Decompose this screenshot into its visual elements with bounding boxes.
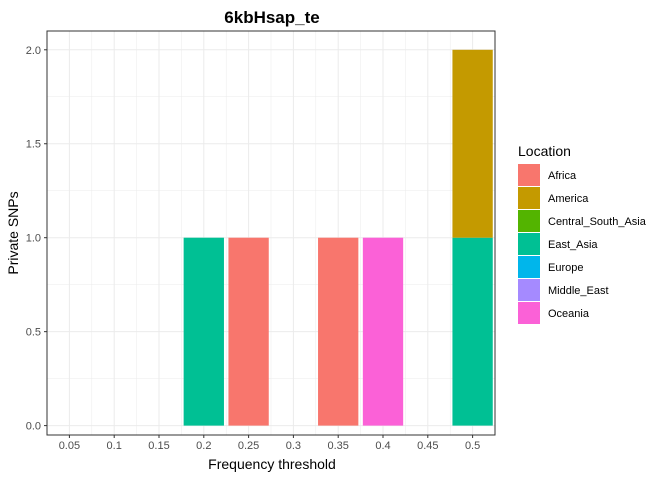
bar-africa-0.25 — [228, 237, 269, 426]
legend-label: Africa — [548, 170, 577, 182]
x-tick-label: 0.15 — [148, 440, 169, 452]
y-axis: 0.0 0.5 1.0 1.5 2.0 — [26, 45, 47, 433]
x-tick-label: 0.05 — [59, 440, 80, 452]
plot-border — [46, 30, 496, 436]
bar-east-asia-0.5 — [452, 237, 493, 426]
legend-label: Oceania — [548, 308, 590, 320]
y-tick-label: 1.0 — [26, 233, 41, 245]
legend-label: Europe — [548, 262, 583, 274]
legend-key-east-asia — [518, 233, 540, 255]
legend-label: Central_South_Asia — [548, 216, 647, 228]
grid — [47, 31, 495, 435]
x-tick-label: 0.2 — [196, 440, 211, 452]
chart-title: 6kbHsap_te — [224, 8, 319, 27]
bar-east-asia-0.2 — [183, 237, 224, 426]
x-tick-label: 0.1 — [107, 440, 122, 452]
bar-africa-0.35 — [318, 237, 359, 426]
x-tick-label: 0.25 — [238, 440, 259, 452]
legend-key-africa — [518, 164, 540, 186]
legend-title: Location — [518, 143, 571, 159]
x-axis: 0.05 0.1 0.15 0.2 0.25 0.3 0.35 0.4 0.45 0.5 — [59, 435, 480, 452]
legend: Location Africa America Central_South_Asia… — [518, 143, 647, 324]
y-axis-title: Private SNPs — [5, 191, 21, 274]
legend-key-america — [518, 187, 540, 209]
bars — [183, 49, 493, 426]
x-axis-title: Frequency threshold — [208, 456, 336, 472]
y-tick-label: 0.5 — [26, 327, 41, 339]
legend-key-central-south-asia — [518, 210, 540, 232]
x-tick-label: 0.3 — [286, 440, 301, 452]
legend-label: America — [548, 193, 589, 205]
legend-label: East_Asia — [548, 239, 598, 251]
y-tick-label: 2.0 — [26, 45, 41, 57]
y-tick-label: 1.5 — [26, 139, 41, 151]
bar-america-0.5 — [452, 49, 493, 238]
bar-oceania-0.4 — [362, 237, 404, 426]
legend-label: Middle_East — [548, 285, 609, 297]
x-tick-label: 0.35 — [327, 440, 348, 452]
x-tick-label: 0.5 — [465, 440, 480, 452]
y-tick-label: 0.0 — [26, 421, 41, 433]
legend-key-oceania — [518, 302, 540, 324]
x-tick-label: 0.45 — [417, 440, 438, 452]
x-tick-label: 0.4 — [375, 440, 390, 452]
legend-key-europe — [518, 256, 540, 278]
legend-key-middle-east — [518, 279, 540, 301]
